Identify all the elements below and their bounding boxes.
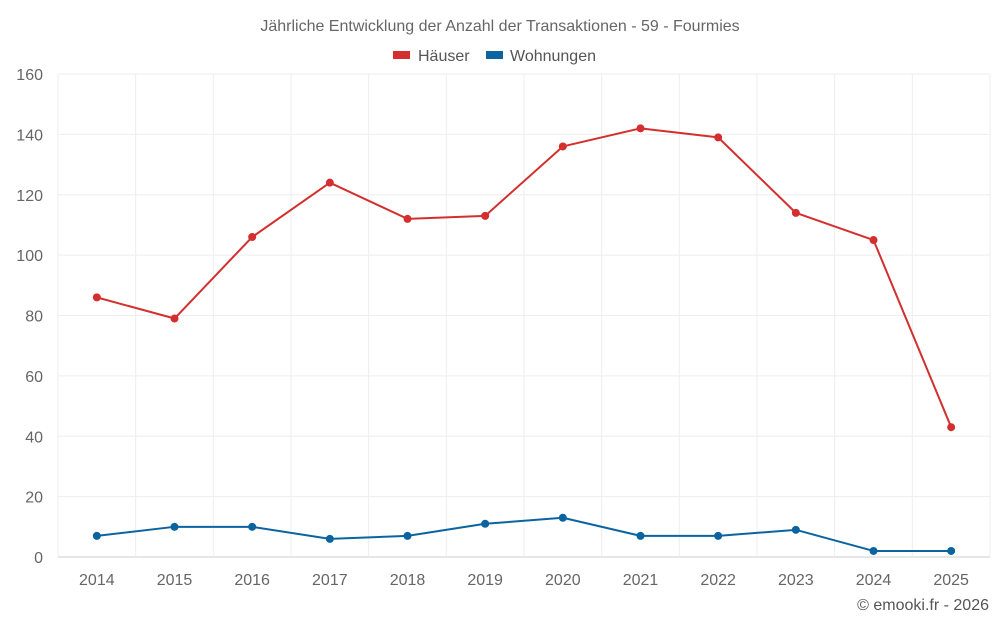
data-point-hauser-2022[interactable]	[714, 133, 723, 142]
x-tick-label: 2021	[623, 572, 659, 589]
y-tick-label: 100	[16, 248, 43, 265]
y-tick-label: 0	[34, 550, 43, 567]
data-point-wohnungen-2021[interactable]	[636, 531, 645, 540]
x-tick-label: 2015	[157, 572, 193, 589]
data-point-hauser-2017[interactable]	[325, 178, 334, 187]
x-tick-label: 2018	[390, 572, 426, 589]
data-point-wohnungen-2023[interactable]	[791, 525, 800, 534]
data-point-hauser-2020[interactable]	[558, 142, 567, 151]
data-point-wohnungen-2016[interactable]	[248, 522, 257, 531]
x-tick-label: 2019	[467, 572, 503, 589]
y-tick-label: 160	[16, 67, 43, 84]
y-tick-label: 40	[25, 429, 43, 446]
data-point-wohnungen-2022[interactable]	[714, 531, 723, 540]
y-tick-label: 120	[16, 188, 43, 205]
credit-text: © emooki.fr - 2026	[857, 597, 989, 614]
y-tick-label: 80	[25, 309, 43, 326]
data-point-hauser-2014[interactable]	[92, 293, 101, 302]
legend-label-wohnungen[interactable]: Wohnungen	[510, 48, 596, 65]
x-tick-label: 2016	[234, 572, 270, 589]
legend-label-hauser[interactable]: Häuser	[418, 48, 470, 65]
x-tick-label: 2020	[545, 572, 581, 589]
data-point-wohnungen-2014[interactable]	[92, 531, 101, 540]
data-point-hauser-2023[interactable]	[791, 208, 800, 217]
x-tick-label: 2017	[312, 572, 348, 589]
data-point-hauser-2016[interactable]	[248, 233, 257, 242]
data-point-hauser-2018[interactable]	[403, 214, 412, 223]
x-tick-label: 2025	[933, 572, 969, 589]
legend-swatch-wohnungen	[486, 51, 503, 59]
chart-title: Jährliche Entwicklung der Anzahl der Tra…	[260, 18, 739, 35]
y-tick-label: 20	[25, 490, 43, 507]
legend-swatch-hauser	[393, 51, 410, 59]
series-line-wohnungen	[96, 516, 952, 552]
data-point-hauser-2021[interactable]	[636, 124, 645, 133]
y-tick-label: 140	[16, 127, 43, 144]
x-tick-label: 2022	[700, 572, 736, 589]
data-point-hauser-2024[interactable]	[869, 236, 878, 245]
x-tick-label: 2023	[778, 572, 814, 589]
data-point-wohnungen-2019[interactable]	[481, 519, 490, 528]
y-tick-label: 60	[25, 369, 43, 386]
x-tick-label: 2014	[79, 572, 115, 589]
data-point-wohnungen-2015[interactable]	[170, 522, 179, 531]
x-tick-label: 2024	[856, 572, 892, 589]
legend: Häuser Wohnungen	[393, 48, 596, 65]
data-point-hauser-2019[interactable]	[481, 211, 490, 220]
data-point-wohnungen-2020[interactable]	[558, 513, 567, 522]
data-point-hauser-2025[interactable]	[947, 423, 956, 432]
data-point-wohnungen-2024[interactable]	[869, 546, 878, 555]
data-point-wohnungen-2018[interactable]	[403, 531, 412, 540]
data-point-wohnungen-2017[interactable]	[325, 534, 334, 543]
grid	[57, 73, 991, 558]
data-point-wohnungen-2025[interactable]	[947, 546, 956, 555]
series-line-hauser	[96, 127, 953, 428]
axes: 0 20 40 60 80 100 120 140 160 2014 2015 2016 2017 201…	[16, 67, 969, 589]
series-group	[92, 124, 956, 555]
data-point-hauser-2015[interactable]	[170, 314, 179, 323]
